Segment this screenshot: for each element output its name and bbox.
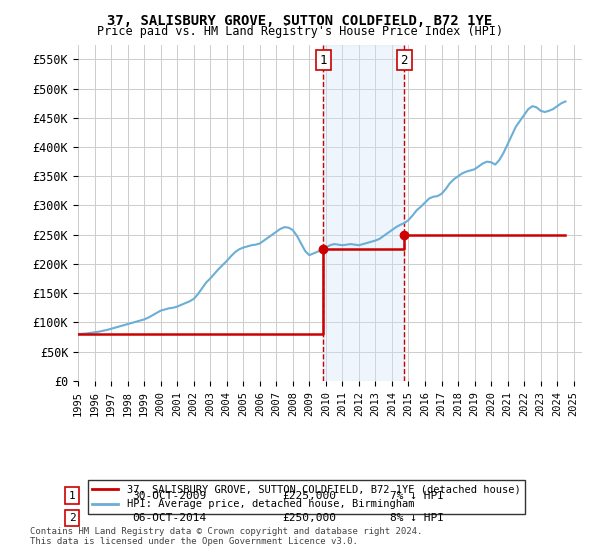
Text: 1: 1 xyxy=(68,491,76,501)
Text: 06-OCT-2014: 06-OCT-2014 xyxy=(132,513,206,523)
Text: 7% ↓ HPI: 7% ↓ HPI xyxy=(390,491,444,501)
Text: 2: 2 xyxy=(68,513,76,523)
Text: 37, SALISBURY GROVE, SUTTON COLDFIELD, B72 1YE: 37, SALISBURY GROVE, SUTTON COLDFIELD, B… xyxy=(107,14,493,28)
Text: 1: 1 xyxy=(319,54,327,67)
Text: £250,000: £250,000 xyxy=(282,513,336,523)
Text: £225,000: £225,000 xyxy=(282,491,336,501)
Legend: 37, SALISBURY GROVE, SUTTON COLDFIELD, B72 1YE (detached house), HPI: Average pr: 37, SALISBURY GROVE, SUTTON COLDFIELD, B… xyxy=(88,480,525,514)
Text: Contains HM Land Registry data © Crown copyright and database right 2024.
This d: Contains HM Land Registry data © Crown c… xyxy=(30,526,422,546)
Text: 2: 2 xyxy=(401,54,408,67)
Text: 30-OCT-2009: 30-OCT-2009 xyxy=(132,491,206,501)
Bar xyxy=(323,45,404,381)
Text: 8% ↓ HPI: 8% ↓ HPI xyxy=(390,513,444,523)
Text: Price paid vs. HM Land Registry's House Price Index (HPI): Price paid vs. HM Land Registry's House … xyxy=(97,25,503,38)
